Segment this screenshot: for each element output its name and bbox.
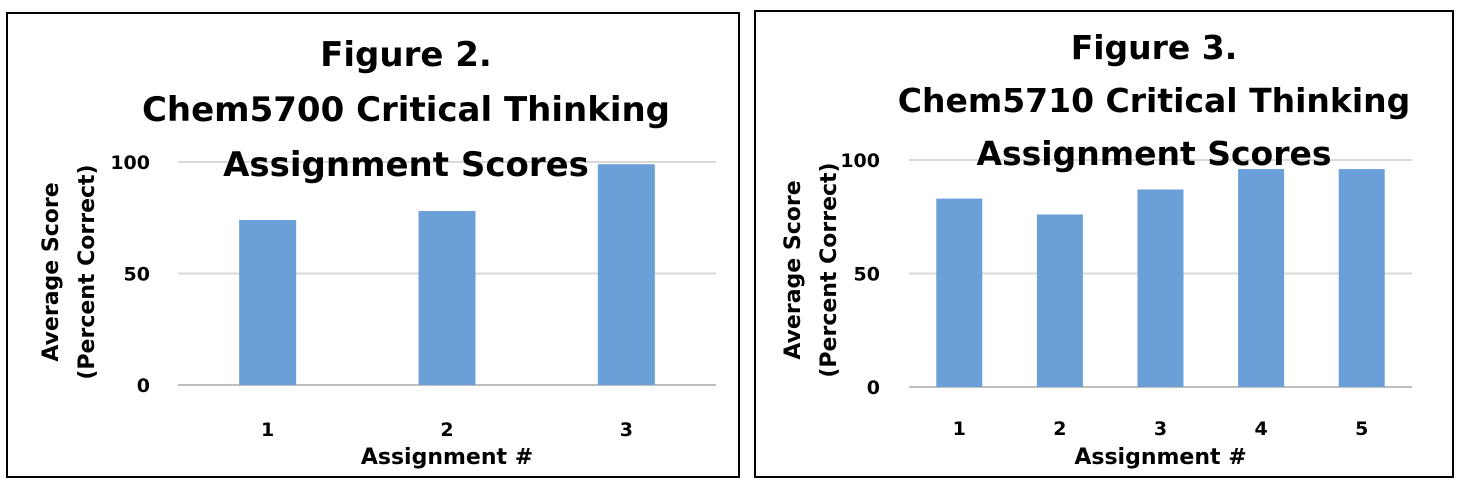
y-axis-title-line: Average Score	[781, 180, 806, 359]
x-tick-label: 2	[1053, 418, 1066, 440]
chart-title-line: Assignment Scores	[976, 134, 1331, 173]
x-tick-label: 2	[440, 419, 453, 441]
y-axis-title-line: (Percent Correct)	[75, 164, 100, 379]
chart-title-line: Figure 2.	[320, 35, 492, 75]
x-tick-label: 5	[1355, 418, 1368, 440]
x-axis-title: Assignment #	[1074, 445, 1246, 470]
chart-figure-2: 0 50 100 1 2 3 Figure 2. Chem5700 Critical Thin…	[39, 35, 716, 470]
y-axis-title-line: (Percent Correct)	[817, 162, 842, 377]
y-tick-label: 0	[137, 375, 150, 397]
chart-panel-figure-3: 0 50 100 1 2 3 4 5 Figure 3. Chem5710 Critical Th…	[754, 10, 1454, 478]
x-tick-label: 3	[620, 419, 633, 441]
bar	[597, 164, 655, 385]
y-tick-label: 0	[867, 377, 880, 399]
bar	[936, 198, 983, 387]
bar	[239, 219, 297, 385]
bar	[418, 211, 476, 385]
y-axis-title-line: Average Score	[39, 182, 64, 361]
bar	[1238, 169, 1285, 387]
chart-title-line: Chem5700 Critical Thinking	[142, 90, 670, 130]
x-tick-label: 1	[953, 418, 966, 440]
x-tick-label: 1	[261, 419, 274, 441]
x-tick-label: 3	[1154, 418, 1167, 440]
y-tick-label: 50	[124, 264, 150, 286]
chart-title-line: Assignment Scores	[223, 145, 589, 185]
chart-title-line: Chem5710 Critical Thinking	[898, 81, 1411, 120]
x-axis-title: Assignment #	[361, 445, 533, 470]
y-tick-label: 50	[854, 264, 880, 286]
chart-title-line: Figure 3.	[1071, 28, 1238, 67]
bar	[1137, 189, 1184, 387]
bar	[1338, 169, 1385, 387]
chart-panel-figure-2: 0 50 100 1 2 3 Figure 2. Chem5700 Critical Thin…	[6, 12, 740, 478]
y-tick-label: 100	[840, 150, 880, 172]
x-tick-label: 4	[1254, 418, 1267, 440]
y-tick-label: 100	[110, 152, 150, 174]
bar	[1036, 214, 1083, 387]
chart-figure-3: 0 50 100 1 2 3 4 5 Figure 3. Chem5710 Critical Th…	[781, 28, 1412, 470]
